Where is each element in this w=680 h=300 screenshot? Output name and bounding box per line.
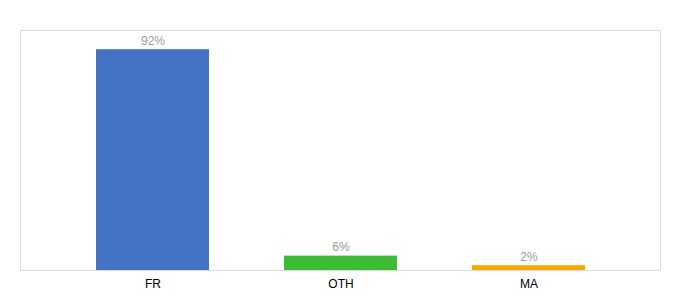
svg-text:6%: 6% [332,240,350,254]
svg-text:MA: MA [520,277,538,291]
svg-text:2%: 2% [520,250,538,264]
svg-text:92%: 92% [141,34,165,48]
svg-text:OTH: OTH [328,277,353,291]
svg-text:FR: FR [145,277,161,291]
